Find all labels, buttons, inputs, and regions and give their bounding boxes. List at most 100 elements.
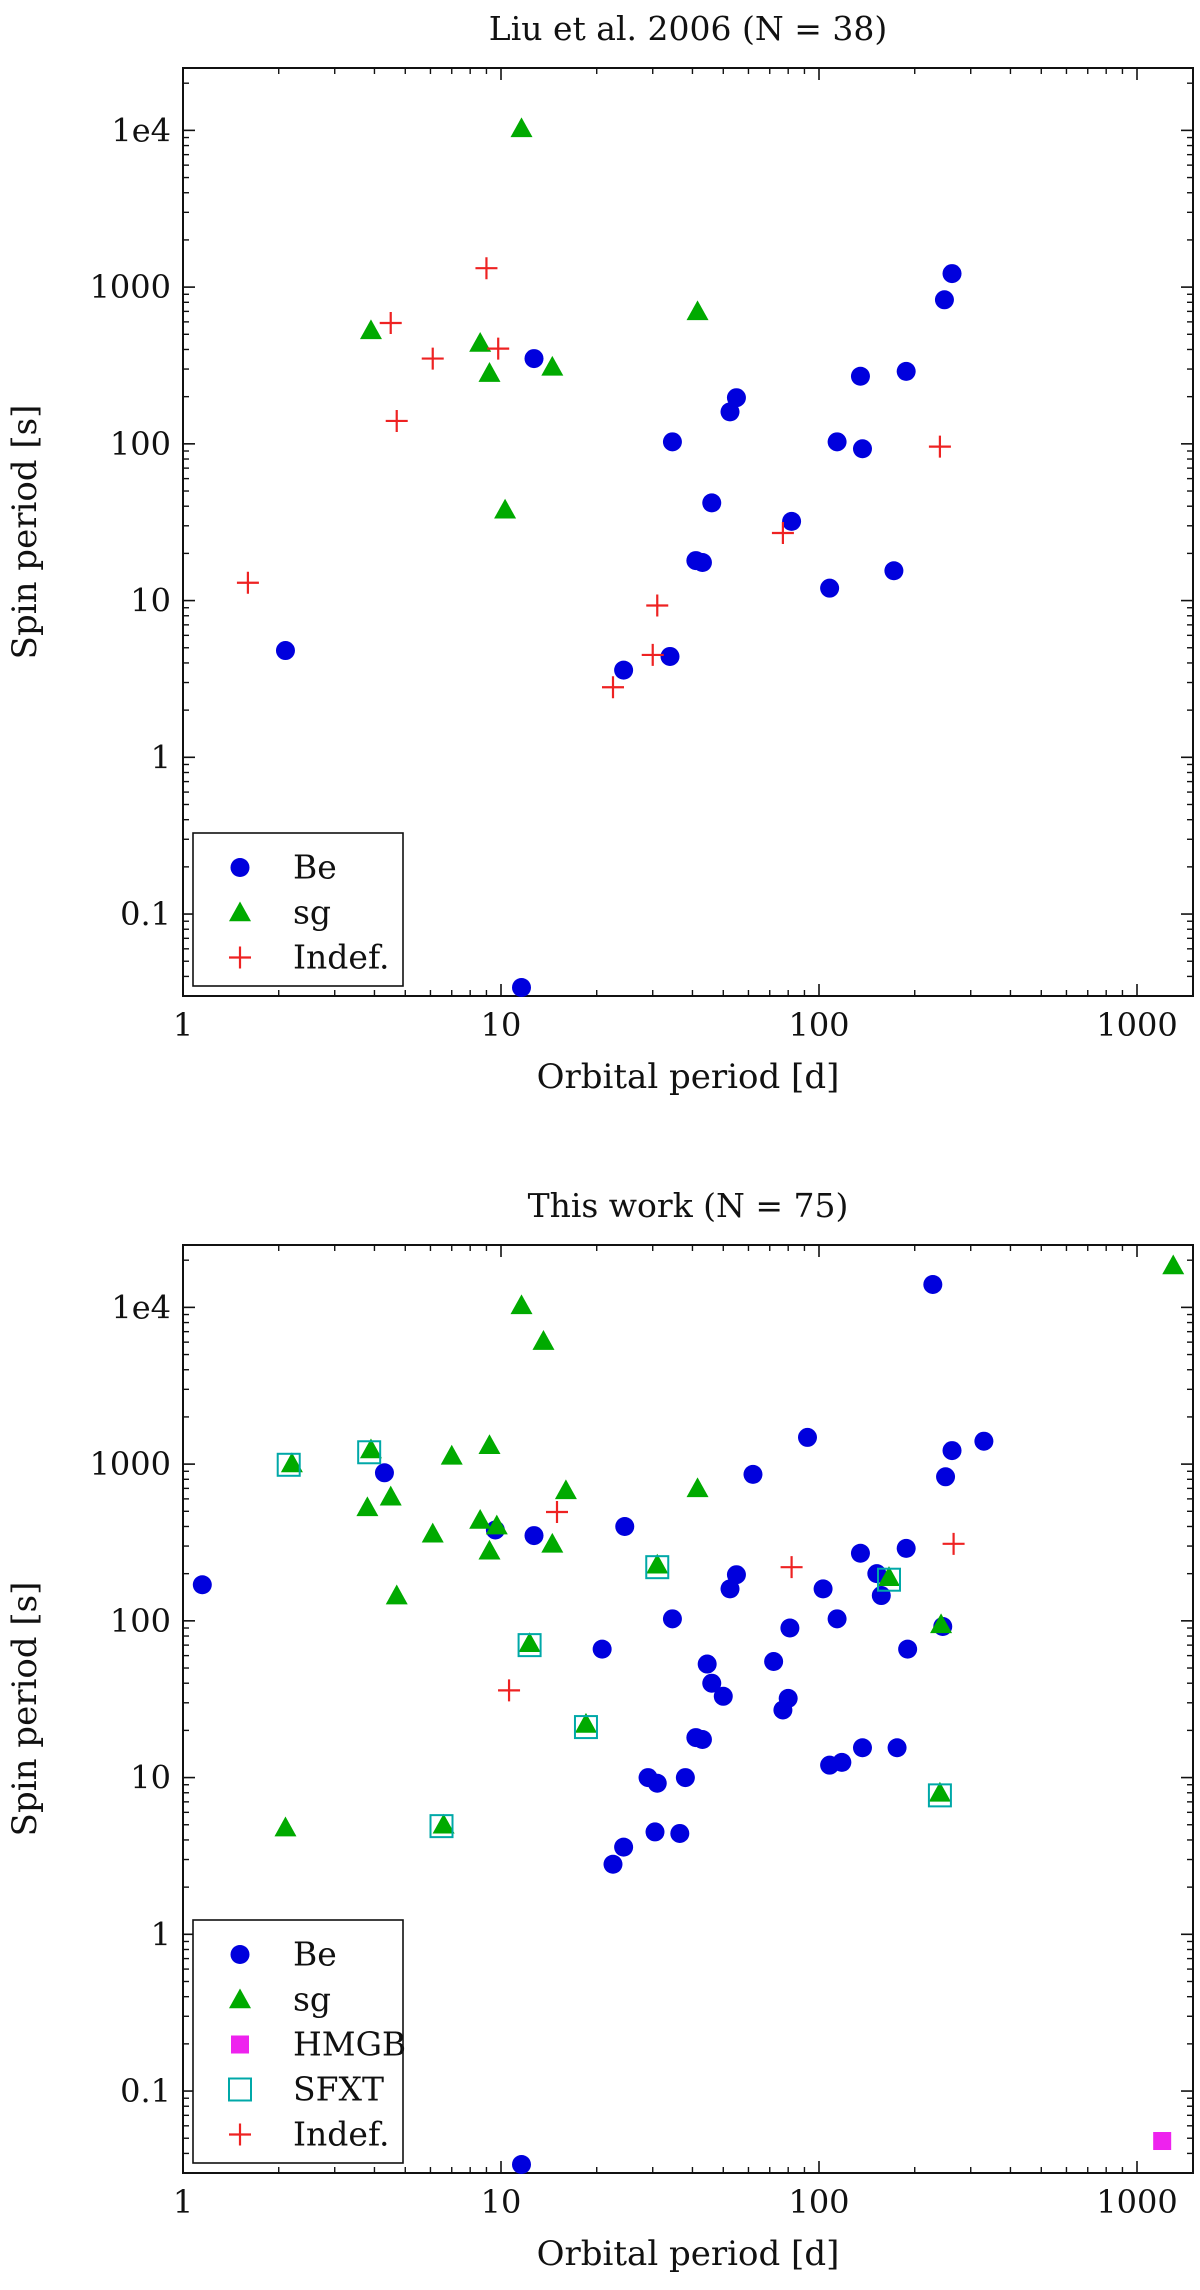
data-point (720, 1579, 740, 1599)
data-point (743, 1464, 763, 1484)
minor-ticks (183, 1245, 1193, 2173)
data-point (930, 1613, 953, 1634)
series-sg (359, 117, 709, 519)
data-point (532, 1330, 555, 1350)
data-point (778, 1688, 798, 1708)
data-point (764, 1652, 784, 1672)
legend-marker (229, 1988, 251, 2009)
data-point (852, 439, 872, 459)
x-tick-label: 100 (788, 2183, 849, 2221)
series-sg (274, 1254, 1185, 1837)
legend: Be sg Indef. (192, 832, 404, 987)
data-point (1153, 2132, 1172, 2151)
data-point (934, 290, 954, 310)
y-tick-label: 1000 (90, 268, 171, 306)
data-point (974, 1431, 994, 1451)
data-point (485, 1514, 508, 1535)
plot-frame (182, 67, 1194, 997)
y-tick-label: 10 (130, 1759, 171, 1797)
legend-label: sg (293, 893, 331, 932)
data-point (478, 362, 501, 382)
series-indef (236, 257, 951, 699)
data-point (646, 594, 669, 617)
data-point (726, 1565, 746, 1585)
chart-title: This work (N = 75) (528, 1186, 849, 1225)
legend-box (192, 1919, 404, 2164)
data-point (928, 1781, 951, 1802)
data-point (692, 552, 712, 572)
data-point (675, 1768, 695, 1788)
data-point (896, 361, 916, 381)
data-point (498, 1679, 521, 1702)
x-tick-label: 1000 (1096, 2183, 1177, 2221)
data-point (692, 1729, 712, 1749)
data-point (820, 578, 840, 598)
data-point (478, 1434, 501, 1455)
x-tick-label: 1 (173, 1006, 193, 1044)
data-point (379, 312, 402, 335)
data-point (359, 319, 382, 340)
legend-label: Indef. (293, 938, 389, 977)
data-point (357, 1440, 382, 1465)
data-point (896, 1538, 916, 1558)
data-point (494, 498, 517, 519)
data-point (662, 1609, 682, 1629)
data-point (662, 432, 682, 452)
legend-box (192, 832, 404, 987)
data-point (385, 1584, 408, 1605)
data-point (877, 1566, 900, 1586)
x-tick-label: 1 (173, 2183, 193, 2221)
legend-marker (230, 1945, 250, 1964)
data-point (928, 435, 951, 458)
data-point (645, 1555, 670, 1580)
y-tick-label: 10 (130, 582, 171, 620)
data-point (646, 1553, 669, 1574)
data-point (850, 366, 870, 386)
legend: Be sg HMGB SFXT Indef. (192, 1919, 406, 2164)
data-point (511, 977, 531, 997)
data-point (518, 1632, 541, 1653)
data-point (614, 1837, 634, 1857)
y-tick-label: 0.1 (120, 895, 171, 933)
y-tick-label: 0.1 (120, 2072, 171, 2110)
legend-label: Be (293, 1935, 337, 1974)
data-point (374, 1463, 394, 1483)
data-point (524, 1526, 544, 1546)
data-point (469, 1508, 492, 1529)
data-point (429, 1814, 454, 1839)
series-indef (498, 1500, 965, 1702)
plot-frame (182, 1244, 1194, 2174)
data-point (887, 1738, 907, 1758)
legend-label: Indef. (293, 2115, 389, 2154)
data-point (236, 571, 259, 594)
data-point (936, 1467, 956, 1487)
y-tick-label: 1 (151, 738, 171, 776)
data-point (660, 646, 680, 666)
data-point (432, 1813, 455, 1834)
data-point (797, 1427, 817, 1447)
data-point (898, 1639, 918, 1659)
data-point (852, 1738, 872, 1758)
legend-marker (229, 901, 251, 922)
data-point (726, 388, 746, 408)
data-point (379, 1485, 402, 1506)
data-point (524, 349, 544, 369)
data-point (356, 1496, 379, 1517)
data-point (511, 2154, 531, 2174)
data-point (702, 1673, 722, 1693)
data-point (942, 1441, 962, 1461)
data-point (641, 643, 664, 666)
legend-marker (229, 2123, 251, 2146)
data-point (927, 1783, 952, 1808)
data-point (554, 1479, 577, 1500)
legend-marker (231, 2035, 249, 2054)
data-point (876, 1567, 901, 1592)
data-point (510, 117, 533, 138)
data-point (274, 1816, 297, 1837)
legend-label: HMGB (293, 2025, 406, 2064)
data-point (359, 1438, 382, 1459)
y-tick-label: 1e4 (111, 1288, 171, 1326)
data-point (421, 347, 444, 370)
data-point (720, 402, 740, 422)
